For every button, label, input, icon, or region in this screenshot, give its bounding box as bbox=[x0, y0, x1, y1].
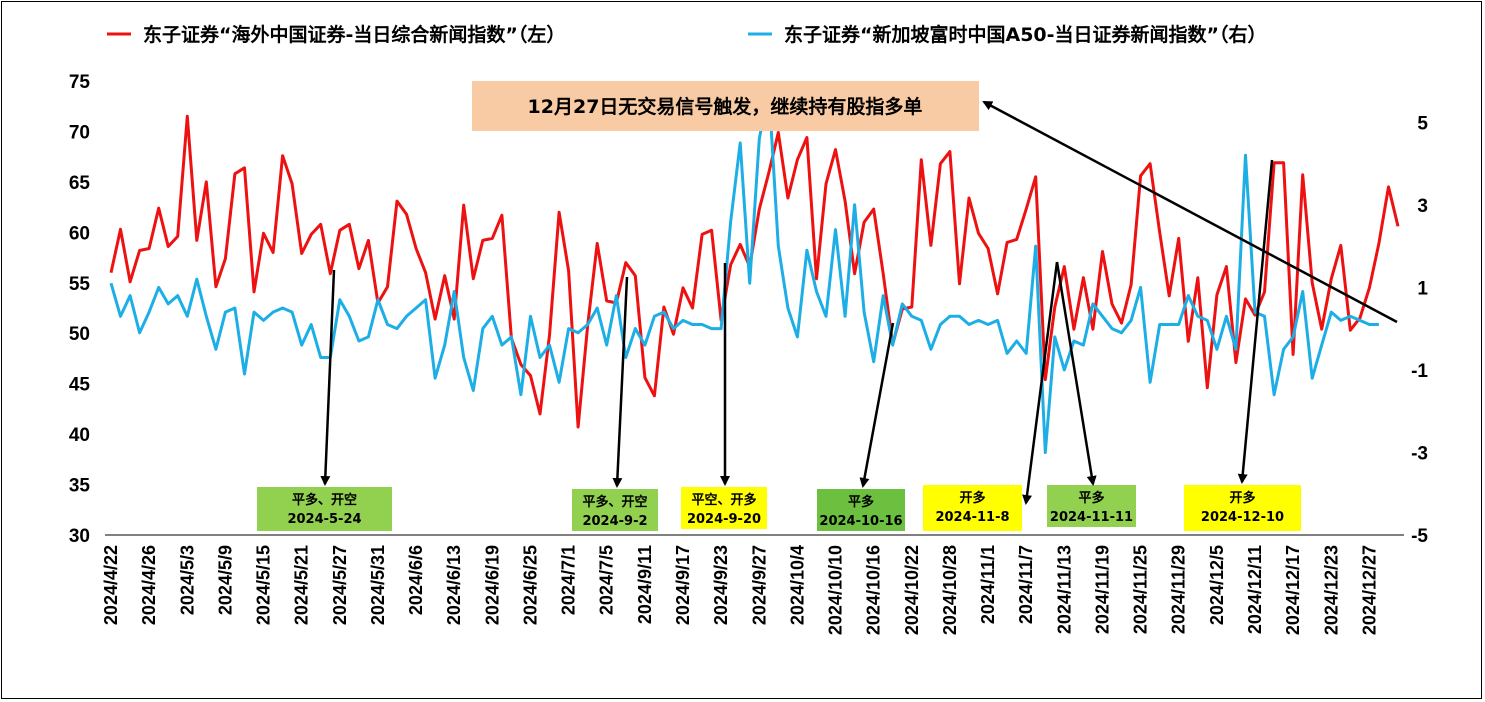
x-tick-label: 2024/12/11 bbox=[1245, 545, 1265, 634]
y-left-tick-label: 35 bbox=[69, 476, 91, 497]
series-line-left-index bbox=[109, 114, 1400, 429]
y-right-tick-label: -5 bbox=[1411, 526, 1428, 547]
legend-label-1: 东子证券“海外中国证券-当日综合新闻指数”（左） bbox=[143, 23, 565, 46]
x-tick-label: 2024/11/25 bbox=[1131, 545, 1151, 634]
x-tick-label: 2024/7/1 bbox=[559, 545, 579, 615]
y-left-tick-label: 30 bbox=[69, 526, 90, 547]
signal-action: 开多 bbox=[1229, 490, 1255, 506]
x-tick-label: 2024/6/19 bbox=[482, 545, 502, 625]
signal-date: 2024-12-10 bbox=[1201, 510, 1284, 525]
x-tick-label: 2024/12/5 bbox=[1207, 545, 1227, 625]
x-tick-label: 2024/9/17 bbox=[673, 545, 693, 625]
signal-arrow bbox=[1055, 261, 1097, 486]
y-left-tick-label: 50 bbox=[69, 324, 90, 345]
x-tick-label: 2024/10/28 bbox=[940, 545, 960, 635]
x-tick-label: 2024/12/17 bbox=[1283, 545, 1303, 635]
y-left-tick-label: 65 bbox=[69, 173, 91, 194]
x-tick-label: 2024/6/25 bbox=[520, 545, 540, 625]
x-tick-label: 2024/12/27 bbox=[1359, 545, 1379, 635]
signal-box bbox=[923, 485, 1022, 531]
signal-arrow bbox=[1237, 159, 1274, 484]
y-right-tick-label: -1 bbox=[1411, 361, 1428, 382]
legend-label-2: 东子证券“新加坡富时中国A50-当日证券新闻指数”（右） bbox=[784, 23, 1267, 46]
signal-box bbox=[817, 489, 905, 531]
signal-date: 2024-9-2 bbox=[582, 514, 647, 529]
y-left-tick-label: 45 bbox=[69, 375, 91, 396]
signal-action: 平多 bbox=[1078, 490, 1104, 506]
signal-box bbox=[572, 489, 658, 531]
signal-date: 2024-10-16 bbox=[819, 514, 902, 529]
x-tick-label: 2024/6/6 bbox=[406, 545, 426, 615]
y-right-tick-label: 5 bbox=[1417, 113, 1428, 134]
signal-action: 开多 bbox=[959, 490, 985, 506]
x-tick-label: 2024/4/26 bbox=[139, 545, 159, 625]
y-left-tick-label: 40 bbox=[69, 425, 90, 446]
series-line-right-index bbox=[109, 87, 1379, 454]
signal-arrow bbox=[1022, 261, 1059, 505]
x-tick-label: 2024/11/1 bbox=[978, 545, 998, 624]
x-tick-label: 2024/11/13 bbox=[1054, 545, 1074, 634]
x-tick-label: 2024/5/27 bbox=[330, 545, 350, 625]
y-right-tick-label: 1 bbox=[1417, 278, 1428, 299]
x-tick-label: 2024/10/22 bbox=[902, 545, 922, 635]
y-left-tick-label: 70 bbox=[69, 122, 90, 143]
signal-action: 平多、开空 bbox=[582, 494, 647, 510]
x-tick-label: 2024/4/22 bbox=[101, 545, 121, 625]
x-tick-label: 2024/5/21 bbox=[292, 545, 312, 625]
x-tick-label: 2024/10/16 bbox=[864, 545, 884, 635]
x-tick-label: 2024/9/11 bbox=[635, 545, 655, 624]
x-tick-label: 2024/6/13 bbox=[444, 545, 464, 625]
signal-arrow bbox=[612, 276, 629, 488]
signal-arrow bbox=[859, 322, 895, 488]
note-text: 12月27日无交易信号触发，继续持有股指多单 bbox=[528, 95, 923, 118]
signal-date: 2024-9-20 bbox=[687, 512, 761, 527]
x-tick-label: 2024/11/19 bbox=[1092, 545, 1112, 634]
signal-box bbox=[257, 487, 392, 531]
signal-action: 平多 bbox=[848, 494, 874, 510]
signal-action: 平多、开空 bbox=[292, 492, 357, 508]
note-box bbox=[472, 81, 979, 131]
x-tick-label: 2024/5/9 bbox=[215, 545, 235, 615]
signal-date: 2024-11-8 bbox=[935, 510, 1009, 525]
signal-box bbox=[1047, 485, 1136, 527]
x-tick-label: 2024/10/10 bbox=[826, 545, 846, 635]
signal-date: 2024-5-24 bbox=[287, 512, 361, 527]
signal-box bbox=[681, 487, 767, 529]
y-right-tick-label: 3 bbox=[1417, 196, 1428, 217]
x-tick-label: 2024/10/4 bbox=[787, 545, 807, 625]
x-tick-label: 2024/11/7 bbox=[1016, 545, 1036, 624]
x-tick-label: 2024/7/5 bbox=[597, 545, 617, 615]
signal-action: 平空、开多 bbox=[691, 492, 756, 508]
x-tick-label: 2024/5/3 bbox=[177, 545, 197, 615]
y-left-tick-label: 55 bbox=[69, 274, 91, 295]
series-group bbox=[109, 87, 1400, 454]
signal-arrow bbox=[320, 269, 336, 486]
x-tick-label: 2024/12/23 bbox=[1321, 545, 1341, 635]
y-left-tick-label: 75 bbox=[69, 72, 91, 93]
signal-date: 2024-11-11 bbox=[1050, 510, 1133, 525]
note-arrow bbox=[982, 100, 1398, 324]
x-tick-label: 2024/5/15 bbox=[254, 545, 274, 625]
x-tick-label: 2024/9/23 bbox=[711, 545, 731, 625]
signal-box bbox=[1184, 485, 1301, 531]
y-right-tick-label: -3 bbox=[1411, 443, 1428, 464]
y-left-tick-label: 60 bbox=[69, 223, 90, 244]
x-tick-label: 2024/11/29 bbox=[1169, 545, 1189, 634]
x-tick-label: 2024/9/27 bbox=[749, 545, 769, 625]
x-tick-label: 2024/5/31 bbox=[368, 545, 388, 625]
legend: 东子证券“海外中国证券-当日综合新闻指数”（左） 东子证券“新加坡富时中国A50-… bbox=[107, 23, 1267, 46]
